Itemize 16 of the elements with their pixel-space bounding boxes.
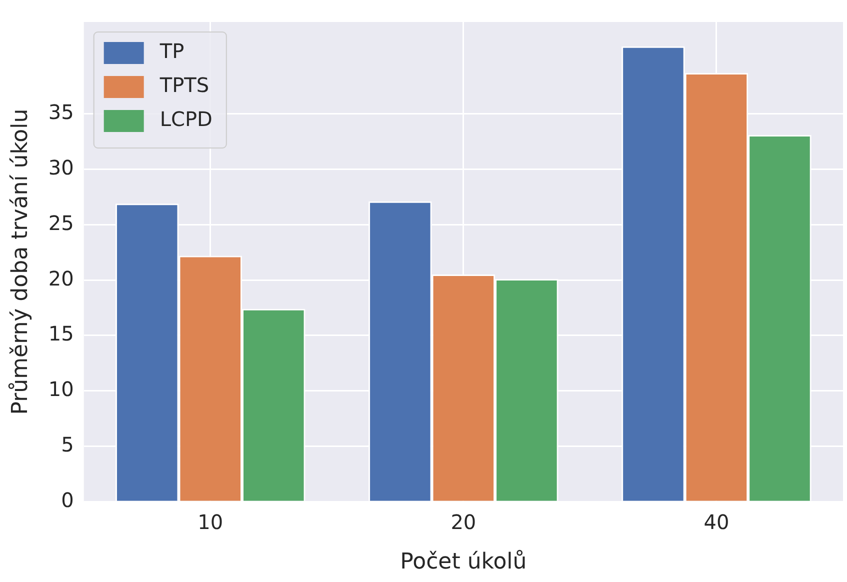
y-tick-label: 20 [48, 266, 74, 290]
y-tick-label: 15 [48, 322, 74, 346]
x-axis-title: Počet úkolů [400, 550, 527, 575]
x-tick-label: 20 [450, 510, 476, 534]
legend-label: LCPD [160, 107, 212, 132]
x-tick-label: 10 [198, 510, 224, 534]
legend-label: TP [158, 39, 184, 64]
y-tick-label: 30 [48, 156, 74, 180]
y-tick-label: 35 [48, 100, 74, 124]
y-axis-title: Průměrný doba trvání úkolu [8, 108, 33, 415]
y-tick-label: 0 [61, 488, 74, 512]
x-tick-label: 40 [704, 510, 730, 534]
legend-label: TPTS [158, 73, 210, 98]
y-tick-label: 10 [48, 377, 74, 402]
y-tick-label: 5 [61, 432, 74, 456]
y-tick-label: 25 [48, 210, 74, 235]
